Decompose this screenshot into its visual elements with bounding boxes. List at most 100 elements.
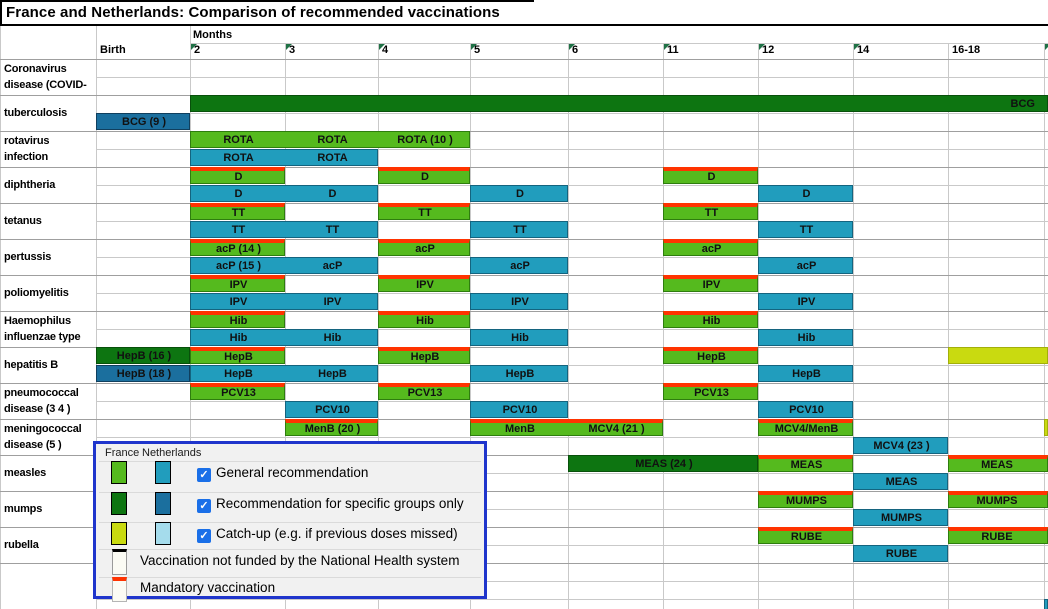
vaccine-bar[interactable]: acP (663, 239, 758, 256)
vaccine-bar[interactable] (1044, 419, 1048, 436)
vaccine-bar[interactable]: acP (758, 257, 853, 274)
vaccine-bar[interactable]: IPV (758, 293, 853, 310)
vaccine-bar[interactable]: IPV (190, 275, 285, 292)
column-header-11[interactable]: 11 (667, 44, 679, 56)
disease-label-line: poliomyelitis (4, 287, 69, 299)
disease-label[interactable]: tetanus (0, 203, 92, 239)
vaccine-bar[interactable]: D (470, 185, 568, 202)
vaccine-bar[interactable]: TT (758, 221, 853, 238)
legend-checkbox[interactable]: ✓ (197, 529, 211, 543)
disease-label[interactable]: rotavirus infection (0, 131, 92, 167)
vaccine-bar[interactable]: MEAS (853, 473, 948, 490)
vaccine-bar[interactable]: D (758, 185, 853, 202)
disease-label[interactable]: Haemophilus influenzae type (0, 311, 92, 347)
legend-row-divider (99, 492, 481, 493)
vaccine-bar[interactable]: Hib (378, 311, 470, 328)
column-header-3[interactable]: 3 (289, 44, 296, 56)
disease-label[interactable]: rubella (0, 527, 92, 563)
legend-checkbox[interactable]: ✓ (197, 499, 211, 513)
vaccine-bar[interactable]: Hib (663, 311, 758, 328)
vaccine-bar[interactable]: D (190, 167, 285, 184)
column-header-14[interactable]: 14 (857, 44, 870, 56)
disease-label[interactable]: tuberculosis (0, 95, 92, 131)
vaccine-bar[interactable]: TT (663, 203, 758, 220)
vaccine-bar[interactable]: PCV13 (190, 383, 285, 400)
vaccine-bar-label: IPV (323, 295, 342, 308)
vaccine-bar[interactable]: TT (378, 203, 470, 220)
vaccine-bar[interactable] (1044, 599, 1048, 609)
vaccine-bar[interactable]: RUBE (853, 545, 948, 562)
vaccine-bar-label: MCV4 (21 ) (588, 423, 645, 435)
vaccine-bar[interactable]: acP (470, 257, 568, 274)
vaccine-bar[interactable]: HepB (16 ) (96, 347, 190, 364)
vaccine-bar[interactable]: D (378, 167, 470, 184)
vaccine-bar[interactable] (948, 347, 1048, 364)
vaccine-bar[interactable]: HepB (18 ) (96, 365, 190, 382)
legend-row-label: Catch-up (e.g. if previous doses missed) (216, 526, 458, 541)
vaccine-bar[interactable]: D (663, 167, 758, 184)
disease-label[interactable]: measles (0, 455, 92, 491)
column-header-4[interactable]: 4 (382, 44, 389, 56)
vaccine-bar[interactable]: IPV IPV (190, 293, 378, 310)
vaccine-bar[interactable]: MUMPS (758, 491, 853, 508)
vaccine-bar[interactable]: MCV4/MenB (758, 419, 853, 436)
disease-label[interactable]: meningococcal disease (5 ) (0, 419, 92, 455)
vaccine-bar[interactable]: ROTA ROTA (190, 149, 378, 166)
disease-label[interactable]: poliomyelitis (0, 275, 92, 311)
disease-label[interactable]: pneumococcal disease (3 4 ) (0, 383, 92, 419)
vaccine-bar[interactable]: HepB (190, 347, 285, 364)
vaccine-bar[interactable]: acP (15 ) acP (190, 257, 378, 274)
legend-checkbox[interactable]: ✓ (197, 468, 211, 482)
vaccine-bar[interactable]: acP (14 ) (190, 239, 285, 256)
vaccine-bar[interactable]: MEAS (758, 455, 853, 472)
vaccine-bar[interactable]: HepB (378, 347, 470, 364)
vaccine-bar[interactable]: PCV13 (378, 383, 470, 400)
vaccine-bar[interactable]: Hib Hib (190, 329, 378, 346)
vaccine-bar[interactable]: PCV10 (470, 401, 568, 418)
vaccine-bar[interactable]: BCG (190, 95, 1048, 112)
vaccine-bar[interactable]: HepB (663, 347, 758, 364)
gridline (0, 239, 1048, 240)
vaccine-bar[interactable]: Hib (470, 329, 568, 346)
vaccine-bar[interactable]: ROTA ROTA ROTA (10 ) (190, 131, 470, 148)
vaccine-bar[interactable]: MUMPS (853, 509, 948, 526)
vaccine-bar[interactable]: IPV (378, 275, 470, 292)
disease-label[interactable]: pertussis (0, 239, 92, 275)
vaccine-bar[interactable]: PCV10 (285, 401, 378, 418)
vaccine-bar[interactable]: MEAS (24 ) (568, 455, 758, 472)
vaccine-bar[interactable]: HepB (758, 365, 853, 382)
vaccine-bar[interactable]: BCG (9 ) (96, 113, 190, 130)
vaccine-bar[interactable]: MenB MCV4 (21 ) (470, 419, 663, 436)
vaccine-bar[interactable]: acP (378, 239, 470, 256)
vaccine-bar[interactable]: MEAS (948, 455, 1048, 472)
vaccine-bar[interactable]: TT TT (190, 221, 378, 238)
vaccine-bar[interactable]: MCV4 (23 ) (853, 437, 948, 454)
column-header-Birth[interactable]: Birth (100, 44, 126, 56)
column-header-6[interactable]: 6 (572, 44, 579, 56)
column-header-5[interactable]: 5 (474, 44, 481, 56)
disease-label[interactable]: hepatitis B (0, 347, 92, 383)
column-header-2[interactable]: 2 (194, 44, 201, 56)
disease-label[interactable]: mumps (0, 491, 92, 527)
vaccine-bar[interactable]: MUMPS (948, 491, 1048, 508)
vaccine-bar[interactable]: HepB (470, 365, 568, 382)
vaccine-bar[interactable]: RUBE (758, 527, 853, 544)
disease-label[interactable]: diphtheria (0, 167, 92, 203)
vaccine-bar[interactable]: HepB HepB (190, 365, 378, 382)
vaccine-bar[interactable]: MenB (20 ) (285, 419, 378, 436)
vaccine-bar[interactable]: IPV (470, 293, 568, 310)
vaccine-bar[interactable]: IPV (663, 275, 758, 292)
column-header-16-18[interactable]: 16-18 (952, 44, 981, 56)
disease-label[interactable]: Coronavirus disease (COVID- (0, 59, 92, 95)
vaccine-bar[interactable]: Hib (758, 329, 853, 346)
gridline (0, 203, 1048, 204)
vaccine-bar[interactable]: PCV10 (758, 401, 853, 418)
vaccine-bar[interactable]: TT (190, 203, 285, 220)
vaccine-bar[interactable]: Hib (190, 311, 285, 328)
comment-marker-icon (286, 44, 292, 50)
vaccine-bar[interactable]: RUBE (948, 527, 1048, 544)
vaccine-bar[interactable]: TT (470, 221, 568, 238)
vaccine-bar[interactable]: PCV13 (663, 383, 758, 400)
column-header-12[interactable]: 12 (762, 44, 775, 56)
